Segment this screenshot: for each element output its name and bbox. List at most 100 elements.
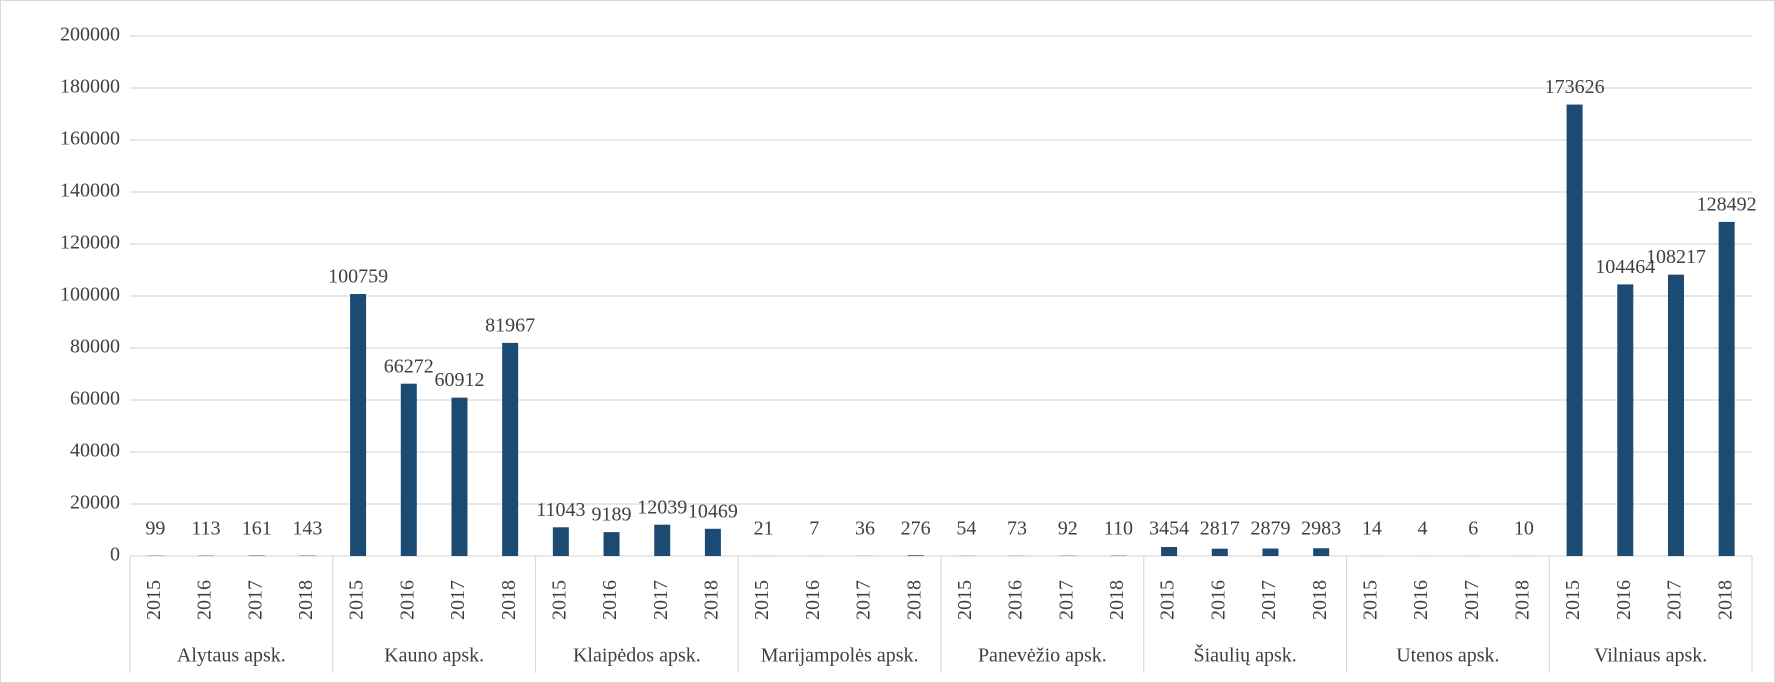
data-label: 108217 [1646, 246, 1706, 268]
y-tick-label: 20000 [70, 492, 120, 514]
y-tick-label: 160000 [60, 128, 120, 150]
data-label: 128492 [1697, 194, 1757, 216]
x-tick-label: 2016 [1005, 580, 1027, 620]
x-tick-label: 2017 [650, 580, 672, 620]
bar [552, 527, 569, 556]
data-label: 104464 [1595, 256, 1655, 278]
data-label: 4 [1418, 518, 1428, 540]
group-label: Utenos apsk. [1396, 645, 1499, 667]
x-tick-label: 2017 [1461, 580, 1483, 620]
x-tick-label: 2017 [447, 580, 469, 620]
y-tick-label: 120000 [60, 232, 120, 254]
y-tick-label: 100000 [60, 284, 120, 306]
group-label: Klaipėdos apsk. [573, 645, 701, 667]
group-label: Šiaulių apsk. [1193, 643, 1296, 667]
data-label: 36 [855, 518, 875, 540]
data-label: 54 [956, 518, 976, 540]
x-tick-label: 2018 [701, 580, 723, 620]
x-tick-label: 2015 [1562, 580, 1584, 620]
x-tick-label: 2015 [751, 580, 773, 620]
data-label: 92 [1058, 518, 1078, 540]
bar [654, 524, 671, 556]
data-label: 2879 [1250, 518, 1290, 540]
data-label: 12039 [637, 496, 687, 518]
x-tick-label: 2018 [295, 580, 317, 620]
x-tick-label: 2016 [802, 580, 824, 620]
bar [603, 532, 620, 556]
y-tick-label: 140000 [60, 180, 120, 202]
x-tick-label: 2017 [1055, 580, 1077, 620]
x-tick-label: 2016 [599, 580, 621, 620]
bar [502, 342, 519, 556]
x-tick-label: 2017 [1664, 580, 1686, 620]
x-tick-label: 2017 [1258, 580, 1280, 620]
y-tick-label: 180000 [60, 76, 120, 98]
x-tick-label: 2015 [954, 580, 976, 620]
bar [1211, 548, 1228, 556]
bar [1617, 284, 1634, 556]
data-label: 10 [1514, 518, 1534, 540]
group-label: Vilniaus apsk. [1594, 645, 1707, 667]
data-label: 99 [145, 518, 165, 540]
data-label: 2817 [1200, 518, 1240, 540]
x-tick-label: 2018 [1106, 580, 1128, 620]
x-tick-label: 2017 [244, 580, 266, 620]
data-label: 81967 [485, 314, 535, 336]
x-tick-label: 2016 [1207, 580, 1229, 620]
data-label: 9189 [592, 504, 632, 526]
x-tick-label: 2018 [498, 580, 520, 620]
x-tick-label: 2015 [143, 580, 165, 620]
data-label: 173626 [1545, 76, 1605, 98]
data-label: 161 [242, 518, 272, 540]
x-tick-label: 2015 [1359, 580, 1381, 620]
y-tick-label: 60000 [70, 388, 120, 410]
data-label: 2983 [1301, 518, 1341, 540]
x-tick-label: 2016 [194, 580, 216, 620]
data-label: 113 [191, 518, 220, 540]
x-tick-label: 2018 [903, 580, 925, 620]
data-label: 11043 [536, 499, 585, 521]
group-label: Alytaus apsk. [177, 645, 286, 667]
bar [704, 528, 721, 556]
x-tick-label: 2018 [1512, 580, 1534, 620]
x-tick-label: 2018 [1309, 580, 1331, 620]
group-label: Marijampolės apsk. [761, 645, 919, 667]
x-tick-label: 2015 [1157, 580, 1179, 620]
group-label: Panevėžio apsk. [978, 645, 1107, 667]
data-label: 6 [1468, 518, 1478, 540]
bar [1161, 547, 1178, 556]
data-label: 10469 [688, 500, 738, 522]
data-label: 73 [1007, 518, 1027, 540]
data-label: 66272 [384, 355, 434, 377]
bar [400, 383, 417, 556]
x-tick-label: 2016 [1410, 580, 1432, 620]
group-label: Kauno apsk. [384, 645, 484, 667]
bar [350, 294, 367, 556]
x-tick-label: 2016 [1613, 580, 1635, 620]
data-label: 276 [901, 518, 931, 540]
x-tick-label: 2016 [396, 580, 418, 620]
bar [1718, 221, 1735, 556]
y-tick-label: 0 [110, 544, 120, 566]
y-tick-label: 40000 [70, 440, 120, 462]
data-label: 14 [1362, 518, 1382, 540]
x-tick-label: 2018 [1714, 580, 1736, 620]
data-label: 110 [1104, 518, 1133, 540]
data-label: 7 [809, 518, 819, 540]
x-tick-label: 2017 [853, 580, 875, 620]
bar [1262, 548, 1279, 556]
data-label: 21 [754, 518, 774, 540]
bar [451, 397, 468, 556]
data-label: 60912 [434, 369, 484, 391]
y-tick-label: 80000 [70, 336, 120, 358]
x-tick-label: 2015 [548, 580, 570, 620]
y-tick-label: 200000 [60, 24, 120, 46]
bar [907, 555, 924, 556]
bar [1313, 548, 1330, 556]
x-tick-label: 2015 [346, 580, 368, 620]
data-label: 3454 [1149, 518, 1189, 540]
bar [1667, 274, 1684, 556]
data-label: 143 [292, 518, 322, 540]
